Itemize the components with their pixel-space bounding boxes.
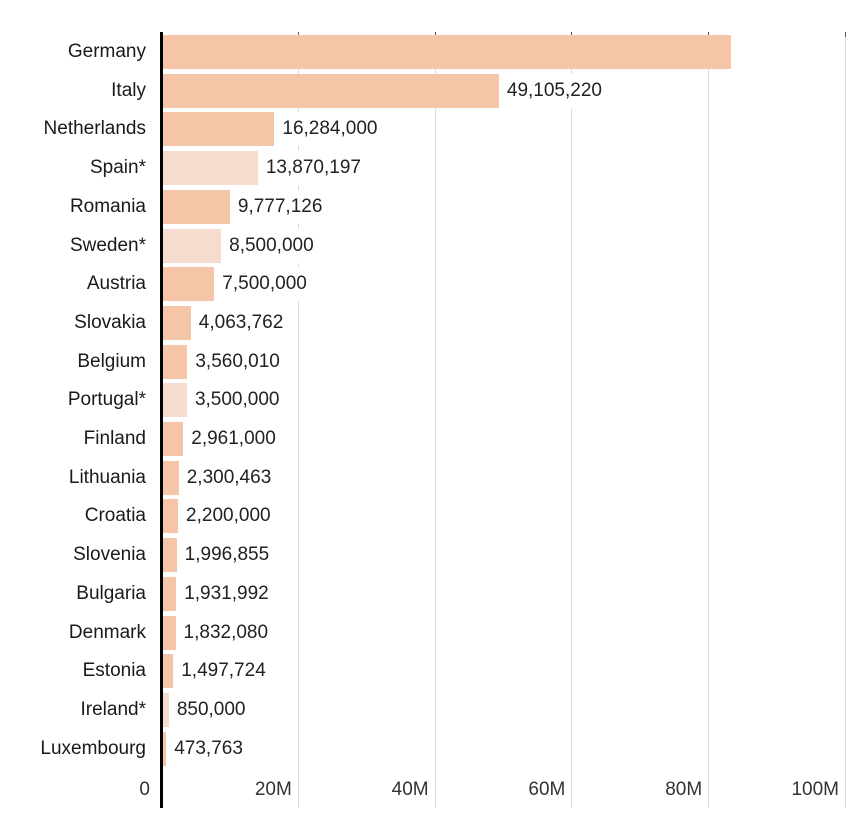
table-row: Netherlands 16,284,000 — [0, 112, 868, 147]
bar — [163, 151, 258, 186]
category-label: Portugal* — [67, 389, 146, 411]
table-row: Finland 2,961,000 — [0, 422, 868, 456]
category-label: Slovenia — [73, 544, 146, 566]
bar — [163, 731, 167, 766]
table-row: Slovenia 1,996,855 — [0, 538, 868, 573]
value-label: 2,300,463 — [186, 460, 275, 495]
gridline-80M — [708, 32, 710, 808]
bar — [163, 344, 188, 379]
value-label: 4,063,762 — [198, 305, 287, 340]
bar — [163, 538, 177, 573]
value-label: 1,832,080 — [183, 615, 272, 650]
table-row: Estonia 1,497,724 — [0, 654, 868, 689]
bar — [163, 189, 230, 224]
table-row: Croatia 2,200,000 — [0, 499, 868, 534]
category-label: Croatia — [84, 505, 146, 527]
gridline-40M — [434, 32, 436, 808]
category-label: Ireland* — [80, 698, 147, 720]
value-label: 1,996,855 — [184, 538, 273, 573]
table-row: Denmark 1,832,080 — [0, 615, 868, 650]
axis-top-tick — [571, 32, 573, 37]
category-label: Bulgaria — [76, 582, 146, 604]
x-axis-tick-label: 100M — [791, 779, 839, 800]
axis-top-tick — [845, 32, 846, 37]
bar — [163, 654, 174, 689]
axis-top-tick — [434, 32, 436, 37]
gridline-100M — [845, 32, 846, 808]
value-label: 3,560,010 — [195, 344, 283, 379]
value-label: 1,497,724 — [181, 654, 269, 689]
bar — [163, 305, 191, 340]
value-label: 9,777,126 — [237, 189, 326, 224]
bar — [163, 228, 222, 263]
x-axis-tick-label: 40M — [391, 779, 429, 800]
x-axis-tick-label: 0 — [139, 779, 150, 800]
bar — [163, 460, 179, 495]
value-label: 1,931,992 — [184, 576, 272, 611]
zero-axis-line — [160, 32, 163, 808]
bar — [163, 73, 499, 108]
x-axis-tick-label: 20M — [254, 779, 292, 800]
table-row: Lithuania 2,300,463 — [0, 460, 868, 495]
table-row: Luxembourg 473,763 — [0, 731, 868, 766]
bar — [163, 499, 179, 534]
table-row: Germany — [0, 35, 868, 69]
category-label: Netherlands — [43, 118, 146, 140]
table-row: Slovakia 4,063,762 — [0, 305, 868, 340]
category-label: Belgium — [77, 350, 146, 372]
axis-top-tick — [708, 32, 710, 37]
bar — [163, 383, 187, 418]
table-row: Italy 49,105,220 — [0, 73, 868, 108]
bar — [163, 422, 184, 456]
axis-top-tick — [297, 32, 299, 37]
category-label: Finland — [83, 428, 146, 449]
category-label: Sweden* — [69, 234, 146, 256]
category-label: Spain* — [90, 157, 146, 179]
bar — [163, 576, 177, 611]
category-label: Germany — [67, 41, 146, 62]
category-label: Italy — [111, 79, 146, 101]
bar — [163, 692, 169, 727]
value-label: 13,870,197 — [265, 151, 364, 186]
category-label: Denmark — [68, 621, 146, 643]
table-row: Ireland* 850,000 — [0, 692, 868, 727]
table-row: Belgium 3,560,010 — [0, 344, 868, 379]
table-row: Bulgaria 1,931,992 — [0, 576, 868, 611]
table-row: Austria 7,500,000 — [0, 267, 868, 302]
bar — [163, 615, 176, 650]
category-label: Austria — [86, 273, 146, 295]
category-label: Romania — [69, 195, 146, 217]
table-row: Romania 9,777,126 — [0, 189, 868, 224]
bar — [163, 35, 731, 69]
category-label: Lithuania — [68, 466, 146, 488]
value-label: 473,763 — [174, 731, 246, 766]
value-label: 850,000 — [176, 692, 249, 727]
category-label: Luxembourg — [40, 737, 146, 759]
table-row: Spain* 13,870,197 — [0, 151, 868, 186]
value-label: 2,200,000 — [186, 499, 274, 534]
x-axis-tick-label: 60M — [528, 779, 566, 800]
bar — [163, 267, 215, 302]
value-label: 2,961,000 — [191, 422, 279, 456]
category-label: Slovakia — [74, 311, 146, 333]
value-label: 49,105,220 — [506, 73, 605, 108]
bar — [163, 112, 275, 147]
table-row: Portugal* 3,500,000 — [0, 383, 868, 418]
value-label: 7,500,000 — [222, 267, 310, 302]
value-label: 8,500,000 — [229, 228, 317, 263]
x-axis-tick-label: 80M — [665, 779, 703, 800]
category-label: Estonia — [82, 660, 146, 682]
table-row: Sweden* 8,500,000 — [0, 228, 868, 263]
gridline-20M — [297, 32, 299, 808]
value-label: 16,284,000 — [282, 112, 381, 147]
gridline-60M — [571, 32, 573, 808]
value-label: 3,500,000 — [194, 383, 283, 418]
